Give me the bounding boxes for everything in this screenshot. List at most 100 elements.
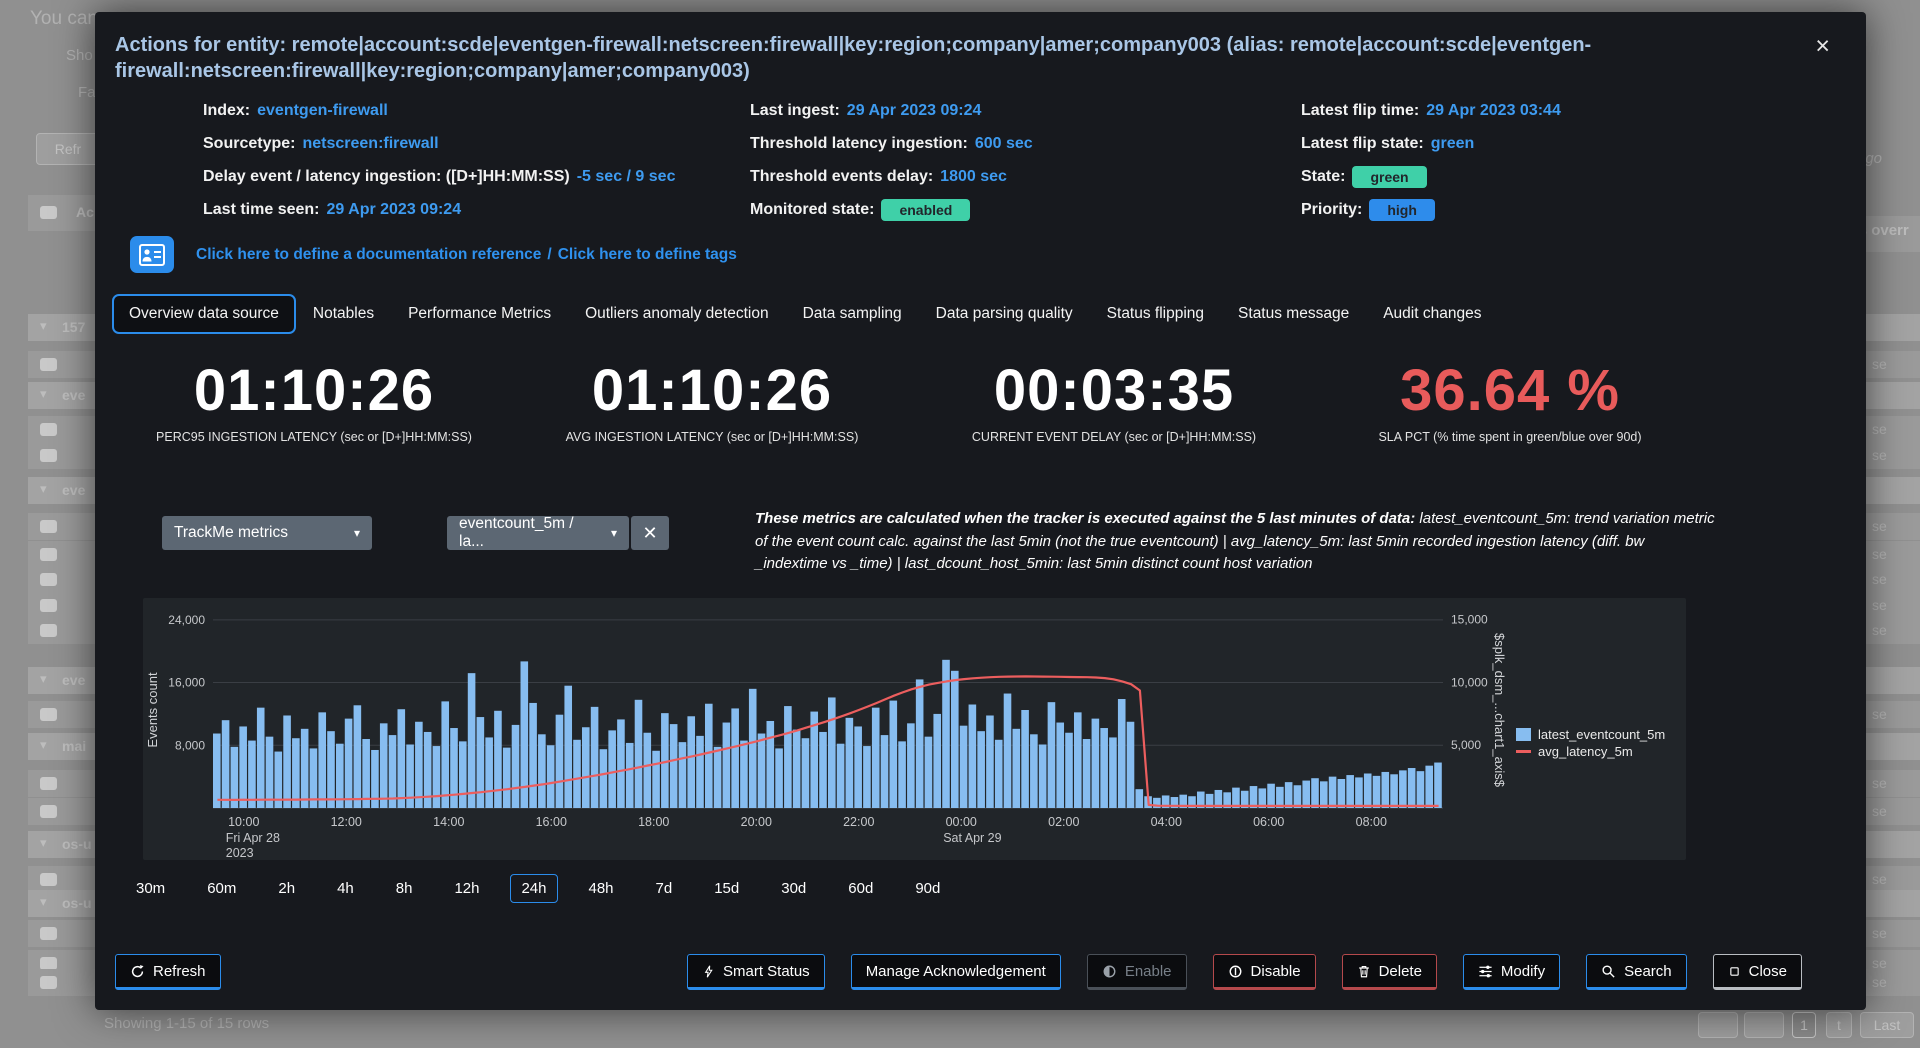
range-button-2h[interactable]: 2h bbox=[278, 880, 296, 897]
backdrop-show-label: Sho bbox=[66, 47, 93, 64]
backdrop-row-checkbox bbox=[40, 423, 57, 436]
info-label: State: bbox=[1301, 167, 1346, 185]
backdrop-intro-text: You can bbox=[30, 8, 98, 29]
define-tags-link[interactable]: Click here to define tags bbox=[557, 245, 737, 263]
svg-text:22:00: 22:00 bbox=[843, 815, 874, 829]
smart-status-button[interactable]: Smart Status bbox=[686, 954, 825, 990]
delete-button[interactable]: Delete bbox=[1341, 954, 1437, 990]
backdrop-group-label: os-u bbox=[62, 836, 92, 852]
range-button-60m[interactable]: 60m bbox=[207, 880, 237, 897]
range-button-60d[interactable]: 60d bbox=[848, 880, 874, 897]
sliders-icon bbox=[1478, 964, 1493, 979]
tab-outliers-anomaly-detection[interactable]: Outliers anomaly detection bbox=[585, 305, 769, 322]
info-value: netscreen:firewall bbox=[302, 134, 439, 152]
backdrop-right-row: se bbox=[1866, 513, 1920, 540]
range-button-15d[interactable]: 15d bbox=[714, 880, 740, 897]
kpi-value: 01:10:26 bbox=[193, 358, 435, 423]
close-icon[interactable]: × bbox=[1815, 32, 1830, 60]
range-button-7d[interactable]: 7d bbox=[655, 880, 673, 897]
backdrop-cell-fragment: se bbox=[1872, 955, 1887, 971]
backdrop-cell-fragment: se bbox=[1872, 597, 1887, 613]
note-rest: latest_eventcount_5m: trend variation me… bbox=[755, 510, 1715, 572]
trash-icon bbox=[1357, 964, 1371, 979]
clear-selection-icon[interactable]: ✕ bbox=[631, 516, 669, 550]
metrics-series-dropdown[interactable]: eventcount_5m / la... ▾ bbox=[447, 515, 629, 550]
search-button[interactable]: Search bbox=[1586, 954, 1687, 990]
kpi-block: 00:03:35 CURRENT EVENT DELAY (sec or [D+]… bbox=[972, 362, 1256, 445]
kpi-row: 01:10:26 PERC95 INGESTION LATENCY (sec or… bbox=[95, 362, 1866, 477]
tab-status-flipping[interactable]: Status flipping bbox=[1106, 305, 1205, 322]
backdrop-pagination-prev-button bbox=[1698, 1012, 1738, 1038]
range-button-4h[interactable]: 4h bbox=[337, 880, 354, 897]
svg-text:08:00: 08:00 bbox=[1356, 815, 1387, 829]
info-column-1: Index: eventgen-firewall Sourcetype: netscr… bbox=[203, 100, 750, 232]
metrics-category-dropdown[interactable]: TrackMe metrics ▾ bbox=[162, 516, 372, 550]
backdrop-cell-fragment: se bbox=[1872, 571, 1887, 587]
range-button-8h[interactable]: 8h bbox=[395, 880, 413, 897]
backdrop-filter-label: Fa bbox=[78, 84, 96, 101]
kpi-block: 01:10:26 AVG INGESTION LATENCY (sec or [D… bbox=[565, 362, 859, 445]
backdrop-table-row bbox=[28, 866, 95, 893]
info-value: eventgen-firewall bbox=[257, 101, 388, 119]
button-label: Close bbox=[1748, 962, 1787, 980]
chevron-down-icon: ▾ bbox=[40, 671, 47, 686]
range-button-90d[interactable]: 90d bbox=[915, 880, 941, 897]
tab-performance-metrics[interactable]: Performance Metrics bbox=[408, 305, 552, 322]
svg-text:Fri Apr 28: Fri Apr 28 bbox=[226, 831, 280, 845]
chevron-down-icon: ▾ bbox=[40, 481, 47, 496]
define-documentation-link[interactable]: Click here to define a documentation ref… bbox=[196, 245, 542, 263]
tab-data-parsing-quality[interactable]: Data parsing quality bbox=[935, 305, 1073, 322]
backdrop-row-checkbox bbox=[40, 548, 57, 561]
backdrop-refresh-button: Refr bbox=[36, 133, 100, 165]
modify-button[interactable]: Modify bbox=[1462, 954, 1561, 990]
range-button-12h[interactable]: 12h bbox=[454, 880, 480, 897]
backdrop-row-checkbox bbox=[40, 805, 57, 818]
manage-acknowledgement-button[interactable]: Manage Acknowledgement bbox=[850, 954, 1061, 990]
info-value: 600 sec bbox=[974, 134, 1033, 152]
backdrop-right-row: se bbox=[1866, 969, 1920, 996]
svg-text:15,000: 15,000 bbox=[1451, 613, 1488, 627]
chevron-down-icon: ▾ bbox=[40, 835, 47, 850]
info-row: State: green bbox=[1301, 165, 1826, 188]
disable-button[interactable]: Disable bbox=[1212, 954, 1316, 990]
button-label: Enable bbox=[1124, 962, 1172, 980]
backdrop-table-row bbox=[28, 541, 95, 568]
tab-status-message[interactable]: Status message bbox=[1238, 305, 1350, 322]
button-label: Disable bbox=[1250, 962, 1301, 980]
modal-footer: Refresh Smart Status Manage Acknowledgeme… bbox=[95, 952, 1866, 994]
range-button-48h[interactable]: 48h bbox=[588, 880, 614, 897]
range-button-30d[interactable]: 30d bbox=[781, 880, 807, 897]
range-button-24h[interactable]: 24h bbox=[510, 874, 558, 903]
metrics-series-value: eventcount_5m / la... bbox=[459, 515, 574, 550]
backdrop-group-row: ▾ eve bbox=[28, 382, 95, 409]
backdrop-group-row: ▾ mai bbox=[28, 733, 95, 760]
kpi-label: AVG INGESTION LATENCY (sec or [D+]HH:MM:… bbox=[565, 430, 859, 444]
tab-notables[interactable]: Notables bbox=[312, 305, 375, 322]
backdrop-row-checkbox bbox=[40, 927, 57, 940]
svg-text:2023: 2023 bbox=[226, 846, 254, 860]
svg-text:12:00: 12:00 bbox=[331, 815, 362, 829]
backdrop-cell-fragment: se bbox=[1872, 518, 1887, 534]
close-button[interactable]: Close bbox=[1712, 954, 1802, 990]
backdrop-right-row: se bbox=[1866, 566, 1920, 593]
refresh-button[interactable]: Refresh bbox=[115, 954, 221, 990]
chart-plot-area: 8,000 16,000 24,000 5,000 10,000 15,000 10:00 F… bbox=[143, 598, 1686, 860]
button-label: Delete bbox=[1378, 962, 1422, 980]
tab-data-sampling[interactable]: Data sampling bbox=[802, 305, 902, 322]
backdrop-col-header: Ac bbox=[76, 204, 94, 220]
tab-audit-changes[interactable]: Audit changes bbox=[1383, 305, 1482, 322]
backdrop-group-label: eve bbox=[62, 387, 86, 403]
tab-overview-data-source[interactable]: Overview data source bbox=[112, 294, 296, 334]
doc-link-separator: / bbox=[547, 245, 552, 263]
entity-actions-modal: Actions for entity: remote|account:scde|… bbox=[95, 12, 1866, 1010]
backdrop-select-all-checkbox bbox=[40, 206, 57, 219]
enable-button[interactable]: Enable bbox=[1086, 954, 1187, 990]
legend-label: avg_latency_5m bbox=[1538, 744, 1633, 759]
info-label: Threshold events delay: bbox=[750, 167, 934, 185]
info-label: Sourcetype: bbox=[203, 134, 296, 152]
backdrop-cell-fragment: se bbox=[1872, 622, 1887, 638]
range-button-30m[interactable]: 30m bbox=[136, 880, 166, 897]
info-value: green bbox=[1430, 134, 1475, 152]
button-label: Manage Acknowledgement bbox=[865, 962, 1046, 980]
info-row: Sourcetype: netscreen:firewall bbox=[203, 133, 750, 154]
